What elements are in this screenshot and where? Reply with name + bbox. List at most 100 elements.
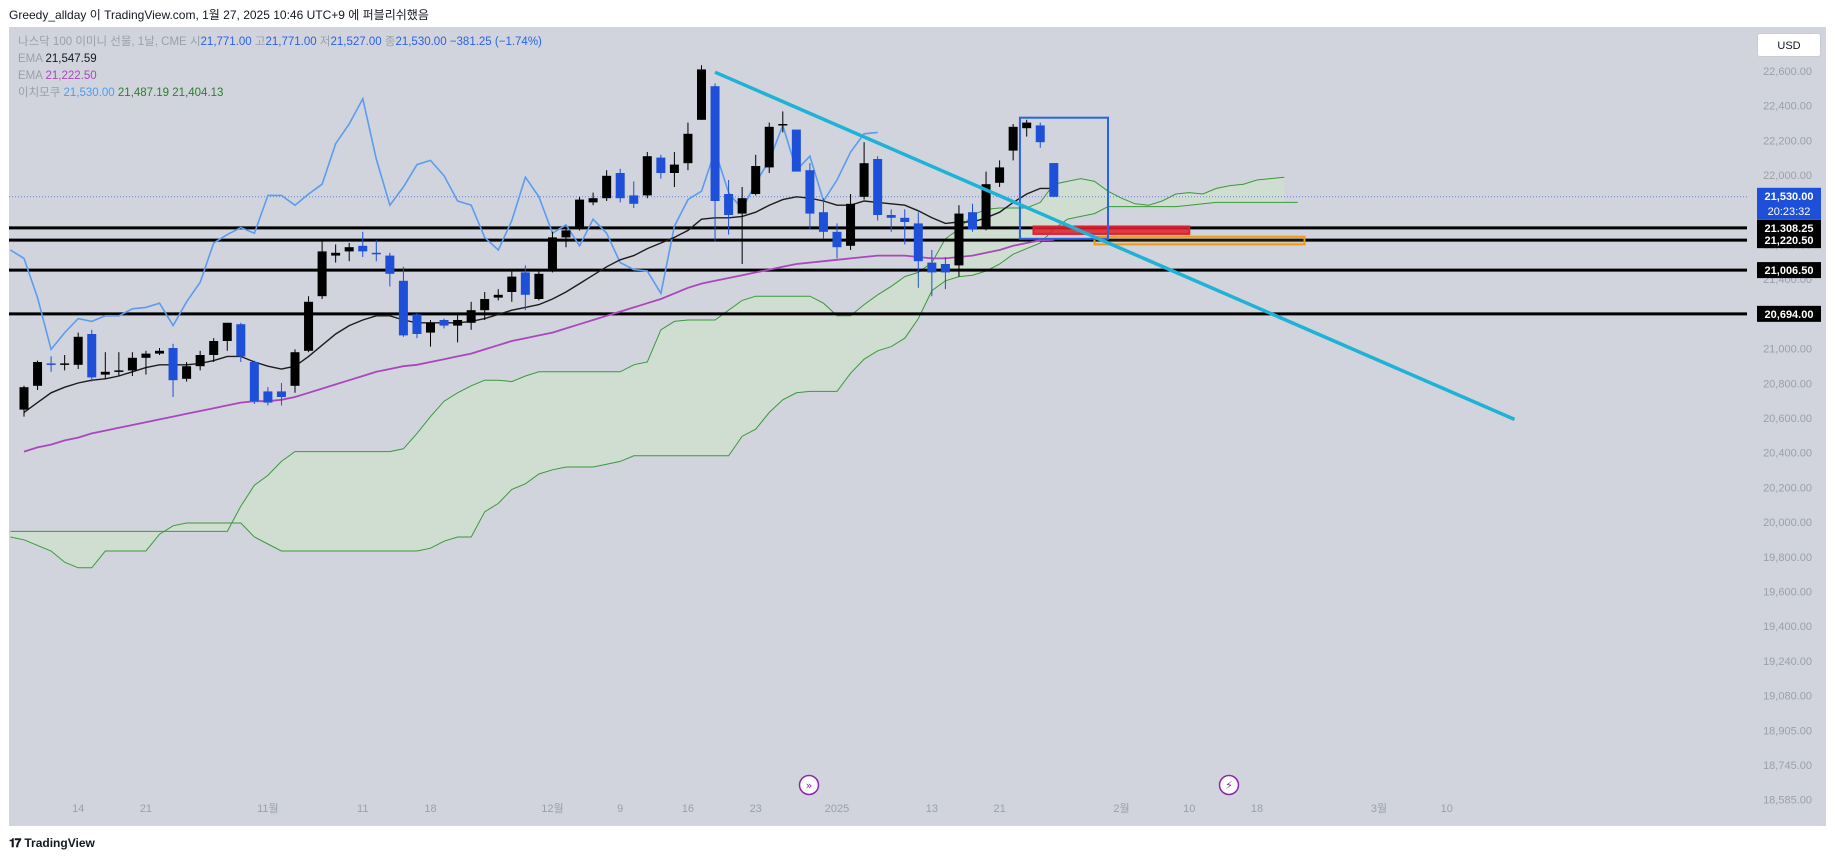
y-axis-tick-label: 19,600.00 (1763, 587, 1812, 599)
candle-body (561, 230, 571, 238)
candle-body (33, 362, 43, 386)
tradingview-logo[interactable]: 𝟏𝟕 TradingView (9, 836, 95, 851)
publish-header: Greedy_allday 이 TradingView.com, 1월 27, … (0, 0, 1835, 26)
candle-body (317, 251, 327, 297)
ema2-value: 21,222.50 (45, 70, 97, 82)
change-value: −381.25 (−1.74%) (449, 36, 542, 48)
y-axis-tick-label: 19,800.00 (1763, 552, 1812, 564)
candle-body (304, 301, 314, 351)
y-axis-tick-label: 21,000.00 (1763, 344, 1812, 356)
svg-text:⚡: ⚡ (1225, 779, 1233, 792)
candle-body (764, 126, 774, 168)
y-axis-tick-label: 18,905.00 (1763, 725, 1812, 737)
candle-body (818, 212, 828, 232)
candle-body (46, 363, 56, 365)
candle-body (507, 276, 517, 292)
y-axis-tick-label: 18,745.00 (1763, 760, 1812, 772)
cloud-span-a (10, 176, 1285, 532)
candle-body (358, 245, 368, 252)
lagging-span-line (9, 96, 878, 352)
candle-body (398, 280, 408, 336)
candle-body (791, 129, 801, 172)
descending-trendline (714, 70, 1516, 422)
candle-body (100, 371, 110, 375)
candle-body (1035, 125, 1045, 143)
ichimoku-row[interactable]: 이치모쿠 21,530.00 21,487.19 21,404.13 (18, 85, 542, 102)
publish-text: Greedy_allday 이 TradingView.com, 1월 27, … (9, 8, 429, 22)
y-axis-tick-label: 20,600.00 (1763, 413, 1812, 425)
open-value: 21,771.00 (200, 36, 252, 48)
candle-body (873, 159, 883, 215)
high-value: 21,771.00 (265, 36, 317, 48)
y-axis-tick-label: 19,080.00 (1763, 691, 1812, 703)
candle-body (466, 310, 476, 323)
candle-body (249, 362, 259, 402)
high-label: 고 (254, 36, 266, 48)
candle-body (886, 215, 896, 218)
candle-body (155, 350, 164, 354)
candle-body (114, 370, 124, 372)
level-price-tag (1757, 219, 1821, 236)
x-axis-tick-label: 2월 (1113, 802, 1129, 815)
y-axis-tick-label: 20,000.00 (1763, 517, 1812, 529)
x-axis-tick-label: 3월 (1371, 802, 1387, 815)
last-price-label: 21,530.00 (1765, 191, 1814, 203)
candle-body (73, 336, 83, 365)
ichimoku-value-2: 21,487.19 (117, 87, 170, 99)
candle-body (805, 170, 815, 214)
ichimoku-value-3: 21,404.13 (172, 87, 224, 99)
candle-body (547, 237, 557, 271)
x-axis-tick-label: 16 (682, 803, 694, 815)
candle-body (534, 273, 544, 299)
x-axis-tick-label: 14 (72, 803, 84, 815)
candle-body (656, 157, 666, 173)
candle-body (1008, 126, 1018, 151)
candle-body (141, 353, 151, 358)
tradingview-logo-icon: 𝟏𝟕 (9, 836, 21, 850)
cloud-span-b (10, 201, 1298, 569)
candle-body (19, 387, 29, 410)
x-axis-tick-label: 23 (750, 803, 762, 815)
candle-body (588, 198, 598, 203)
candle-body (859, 163, 869, 197)
svg-text:»: » (806, 779, 813, 792)
ema2-row[interactable]: EMA 21,222.50 (18, 68, 542, 85)
level-price-label: 21,308.25 (1765, 223, 1814, 235)
level-price-label: 21,006.50 (1765, 265, 1814, 277)
candle-body (127, 357, 137, 371)
y-axis-tick-label: 19,240.00 (1763, 656, 1812, 668)
candle-body (751, 166, 761, 194)
y-axis-tick-label: 20,400.00 (1763, 448, 1812, 460)
candle-body (520, 272, 530, 295)
x-axis-tick-label: 11월 (257, 802, 279, 815)
x-axis-tick-label: 10 (1183, 803, 1195, 815)
orange-zone (1093, 235, 1306, 246)
symbol-title: 나스닥 100 이미니 선물, 1날, CME (18, 36, 187, 48)
ema-slow-line (23, 239, 1054, 453)
ema1-label: EMA (18, 53, 43, 65)
x-axis-tick-label: 13 (926, 803, 938, 815)
candle-body (1049, 163, 1059, 197)
countdown-label: 20:23:32 (1768, 206, 1811, 218)
currency-button[interactable]: USD (1757, 33, 1821, 57)
x-axis-tick-label: 10 (1441, 803, 1453, 815)
candle-body (995, 167, 1005, 183)
level-price-label: 21,220.50 (1765, 235, 1814, 247)
candle-body (900, 217, 910, 222)
candle-body (954, 213, 964, 266)
level-price-tag (1757, 305, 1821, 322)
level-price-label: 20,694.00 (1765, 309, 1814, 321)
candle-body (344, 247, 354, 252)
candle-body (493, 294, 503, 298)
y-axis-tick-label: 22,400.00 (1763, 101, 1812, 113)
event-lightning-icon[interactable]: ⚡ (1218, 774, 1240, 796)
candle-body (195, 355, 205, 367)
event-dividend-icon[interactable]: » (798, 774, 820, 796)
candle-body (87, 334, 97, 378)
candle-body (940, 264, 950, 273)
candle-body (236, 324, 246, 357)
candle-body (778, 124, 788, 126)
y-axis-tick-label: 20,800.00 (1763, 378, 1812, 390)
ema1-row[interactable]: EMA 21,547.59 (18, 51, 542, 68)
